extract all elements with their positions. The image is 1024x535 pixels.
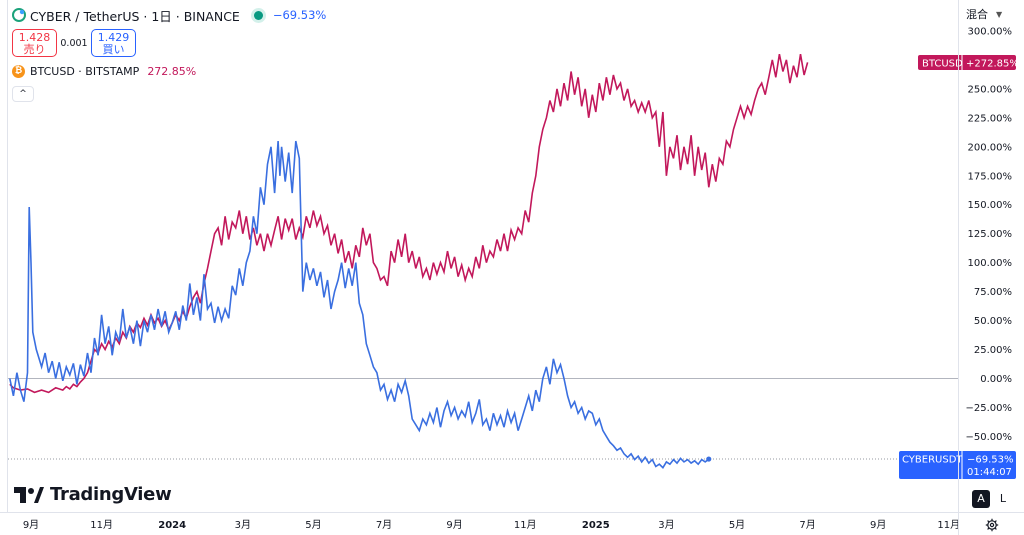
x-tick-label: 9月 bbox=[870, 519, 886, 531]
cyber-last-point bbox=[706, 456, 712, 462]
btc-last-value-label: BTCUSD +272.85% bbox=[918, 55, 1019, 70]
y-tick-label: 250.00% bbox=[968, 84, 1013, 95]
sell-price: 1.428 bbox=[18, 31, 51, 44]
y-tick-label: 25.00% bbox=[974, 345, 1012, 356]
y-tick-label: 75.00% bbox=[974, 287, 1012, 298]
btc-label-value: +272.85% bbox=[966, 59, 1019, 70]
buy-button[interactable]: 1.429 買い bbox=[91, 29, 136, 57]
log-scale-button[interactable]: L bbox=[999, 492, 1007, 505]
tradingview-logo-icon bbox=[14, 486, 44, 503]
compare-change: 272.85% bbox=[147, 65, 197, 78]
y-tick-label: −50.00% bbox=[965, 432, 1012, 443]
cyber-countdown: 01:44:07 bbox=[967, 467, 1012, 478]
y-tick-label: 300.00% bbox=[968, 26, 1013, 37]
bitcoin-icon: ₿ bbox=[12, 65, 25, 78]
x-tick-label: 5月 bbox=[729, 519, 745, 531]
scale-mode-value: 混合 bbox=[966, 8, 988, 21]
btc-label-name: BTCUSD bbox=[922, 59, 963, 70]
buy-label: 買い bbox=[102, 43, 125, 56]
y-tick-label: −25.00% bbox=[965, 403, 1012, 414]
cyber-series-line bbox=[9, 140, 710, 469]
y-tick-label: 150.00% bbox=[968, 200, 1013, 211]
collapse-legend-button[interactable]: ^ bbox=[12, 86, 34, 102]
logo-text: TradingView bbox=[50, 484, 172, 505]
x-tick-label: 11月 bbox=[514, 519, 537, 531]
x-tick-label: 11月 bbox=[937, 519, 960, 531]
y-tick-label: 175.00% bbox=[968, 171, 1013, 182]
x-tick-label: 2024 bbox=[158, 520, 186, 531]
tradingview-logo[interactable]: TradingView bbox=[14, 484, 172, 505]
cyber-label-name: CYBERUSDT bbox=[902, 455, 963, 466]
sell-button[interactable]: 1.428 売り bbox=[12, 29, 57, 57]
y-tick-label: 200.00% bbox=[968, 142, 1013, 153]
symbol-change: −69.53% bbox=[272, 8, 327, 22]
scale-mode-dropdown[interactable]: 混合 ▼ bbox=[966, 6, 1002, 22]
symbol-title[interactable]: CYBER / TetherUS · 1日 · BINANCE bbox=[30, 8, 240, 24]
cyber-label-value: −69.53% bbox=[967, 455, 1014, 466]
x-tick-label: 11月 bbox=[90, 519, 113, 531]
compare-symbol: BTCUSD · BITSTAMP bbox=[30, 65, 140, 78]
y-tick-label: 100.00% bbox=[968, 258, 1013, 269]
y-tick-label: 0.00% bbox=[980, 374, 1012, 385]
y-tick-label: 225.00% bbox=[968, 113, 1013, 124]
time-axis-border bbox=[0, 512, 1024, 513]
x-tick-label: 7月 bbox=[799, 519, 815, 531]
x-tick-label: 3月 bbox=[658, 519, 674, 531]
chevron-down-icon: ▼ bbox=[996, 9, 1003, 19]
price-axis-border bbox=[958, 0, 959, 535]
left-border bbox=[7, 0, 8, 512]
btc-series-line bbox=[9, 53, 809, 394]
sell-label: 売り bbox=[23, 43, 46, 56]
quote-panel: 1.428 売り 0.001 1.429 買い bbox=[12, 29, 136, 57]
x-tick-label: 9月 bbox=[446, 519, 462, 531]
chevron-up-icon: ^ bbox=[19, 89, 27, 99]
gear-icon[interactable] bbox=[985, 518, 999, 532]
spread-value: 0.001 bbox=[60, 37, 88, 49]
x-tick-label: 7月 bbox=[376, 519, 392, 531]
y-tick-label: 125.00% bbox=[968, 229, 1013, 240]
x-tick-label: 9月 bbox=[23, 519, 39, 531]
x-tick-label: 5月 bbox=[305, 519, 321, 531]
buy-price: 1.429 bbox=[97, 31, 130, 44]
symbol-header[interactable]: CYBER / TetherUS · 1日 · BINANCE −69.53% bbox=[12, 6, 326, 24]
market-open-icon bbox=[253, 10, 263, 20]
auto-scale-button[interactable]: A bbox=[972, 490, 990, 508]
y-tick-label: 50.00% bbox=[974, 316, 1012, 327]
cyber-logo-icon bbox=[12, 8, 26, 22]
x-tick-label: 2025 bbox=[582, 520, 610, 531]
cyber-last-value-label: CYBERUSDT −69.53% 01:44:07 bbox=[899, 451, 1016, 479]
x-tick-label: 3月 bbox=[235, 519, 251, 531]
compare-legend[interactable]: ₿ BTCUSD · BITSTAMP 272.85% bbox=[12, 65, 196, 78]
